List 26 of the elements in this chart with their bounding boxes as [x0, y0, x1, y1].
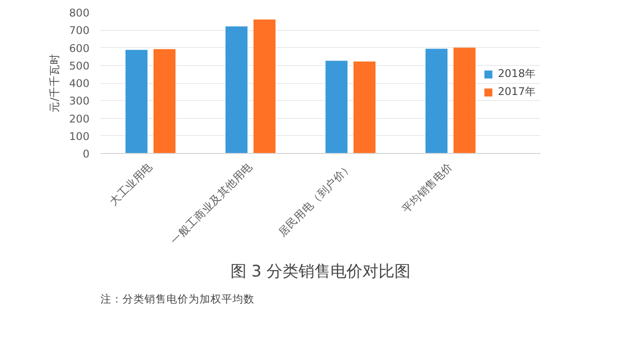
bar	[126, 50, 148, 154]
y-tick-label: 800	[69, 6, 90, 20]
legend-label: 2017年	[498, 84, 536, 98]
y-tick-label: 100	[69, 130, 90, 143]
y-tick-label: 0	[82, 148, 90, 160]
legend-label: 2018年	[498, 66, 536, 80]
y-tick-label: 400	[69, 77, 90, 90]
y-tick-label: 500	[69, 59, 90, 72]
x-tick-label: 一般工商业及其他用电	[168, 160, 256, 247]
bar	[154, 49, 176, 154]
y-tick-label: 700	[69, 24, 90, 38]
x-tick-label: 平均销售电价	[399, 160, 456, 216]
y-tick-label: 600	[69, 42, 90, 55]
y-tick-label: 300	[69, 94, 90, 108]
bar	[454, 48, 476, 154]
bar	[426, 48, 448, 154]
bar	[326, 60, 348, 154]
x-tick-label: 居民用电（到户价）	[276, 160, 356, 240]
bar	[354, 62, 376, 154]
bar	[254, 20, 276, 154]
text: 图 3 分类销售电价对比图	[230, 262, 411, 280]
y-axis-title: 元/千千瓦时	[48, 54, 62, 112]
text: 注：分类销售电价为加权平均数	[100, 292, 254, 306]
x-tick-label: 大工业用电	[107, 160, 156, 208]
bar	[226, 26, 248, 154]
y-tick-label: 200	[69, 112, 90, 126]
